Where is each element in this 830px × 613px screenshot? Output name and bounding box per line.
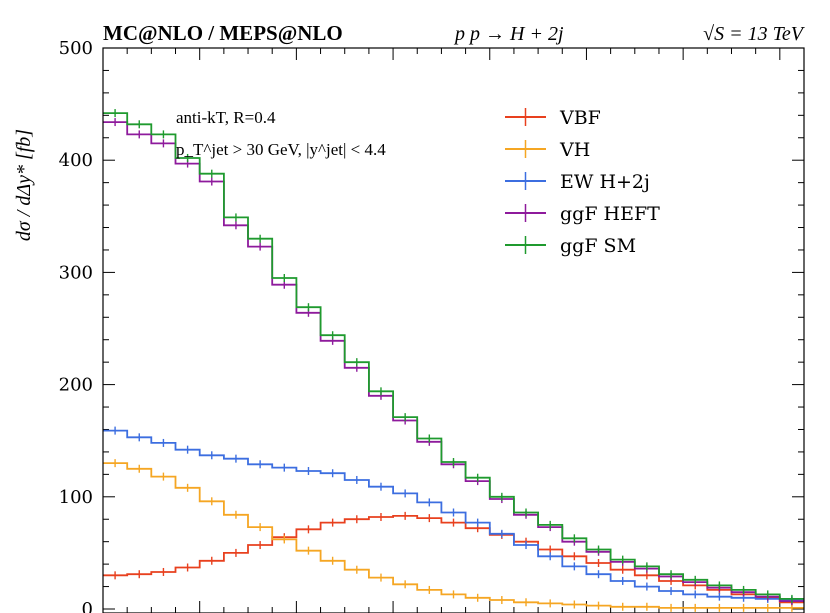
legend-entry: VBF [505,107,601,129]
process-label: p p → H + 2j [453,23,564,45]
y-tick-label: 0 [82,599,93,613]
series-layer [103,109,804,612]
legend-entry: VH [505,139,590,161]
legend: VBF VH EW H+2j ggF HEFT ggF SM [505,107,660,257]
series-ew-h-2j [103,426,804,605]
y-tick-label: 300 [59,262,93,283]
x-axis-ticks [102,48,805,613]
series-line [103,515,804,604]
legend-entry: EW H+2j [505,171,650,193]
legend-label: EW H+2j [560,171,650,193]
legend-entry: ggF SM [505,235,636,257]
series-ggf-heft [103,118,804,606]
chart-title: MC@NLO / MEPS@NLO [103,21,343,45]
y-tick-label: 200 [59,375,93,396]
series-vh [103,459,804,612]
legend-label: VBF [559,107,601,129]
y-axis-ticks: 0 100 200 300 400 500 [59,38,804,613]
annotation-algorithm: anti-kT, R=0.4 [176,108,276,127]
legend-entry: ggF HEFT [505,203,660,225]
legend-label: VH [559,139,590,161]
energy-label: √S = 13 TeV [703,23,806,45]
series-line [103,121,804,602]
legend-label: ggF HEFT [560,203,660,225]
y-tick-label: 100 [59,487,93,508]
y-tick-label: 500 [59,38,93,59]
legend-label: ggF SM [560,235,636,257]
plot-frame [102,47,805,613]
series-ggf-sm [103,109,804,603]
annotation-cuts: p_T^jet > 30 GeV, |y^jet| < 4.4 [176,140,386,159]
y-tick-label: 400 [59,150,93,171]
y-axis-label: dσ / dΔy* [fb] [13,129,35,241]
